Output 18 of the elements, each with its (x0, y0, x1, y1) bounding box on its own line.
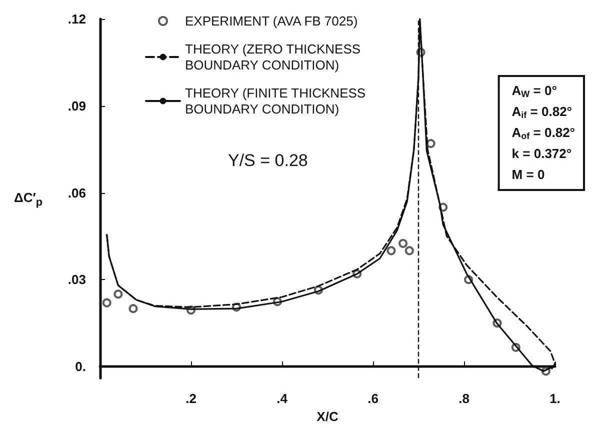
x-tick-label: .2 (186, 391, 196, 406)
y-axis-title: ΔC′$_{p}$ (14, 190, 42, 209)
y-tick-label: .12 (68, 12, 86, 26)
x-tick-label: 1. (550, 391, 560, 406)
y-tick-label: .09 (68, 98, 86, 114)
legend-label: EXPERIMENT (AVA FB 7025) (185, 14, 358, 28)
annotation: M = 0 (512, 167, 545, 182)
y-tick-label: 0. (75, 359, 86, 374)
y-tick-label: .06 (68, 185, 86, 200)
y-tick-label: .03 (68, 272, 86, 288)
x-tick-label: .8 (458, 391, 470, 406)
annotation: k = 0.372° (512, 146, 572, 161)
annotation: Y/S = 0.28 (228, 151, 308, 170)
legend-label: THEORY (ZERO THICKNESS BOUNDARY CONDITION) (185, 42, 364, 72)
legend-label: THEORY (FINITE THICKNESS BOUNDARY CONDITION) (185, 86, 370, 116)
x-tick-label: .6 (368, 391, 378, 406)
x-tick-label: .4 (276, 391, 288, 406)
x-axis-title: X/C (316, 409, 339, 424)
